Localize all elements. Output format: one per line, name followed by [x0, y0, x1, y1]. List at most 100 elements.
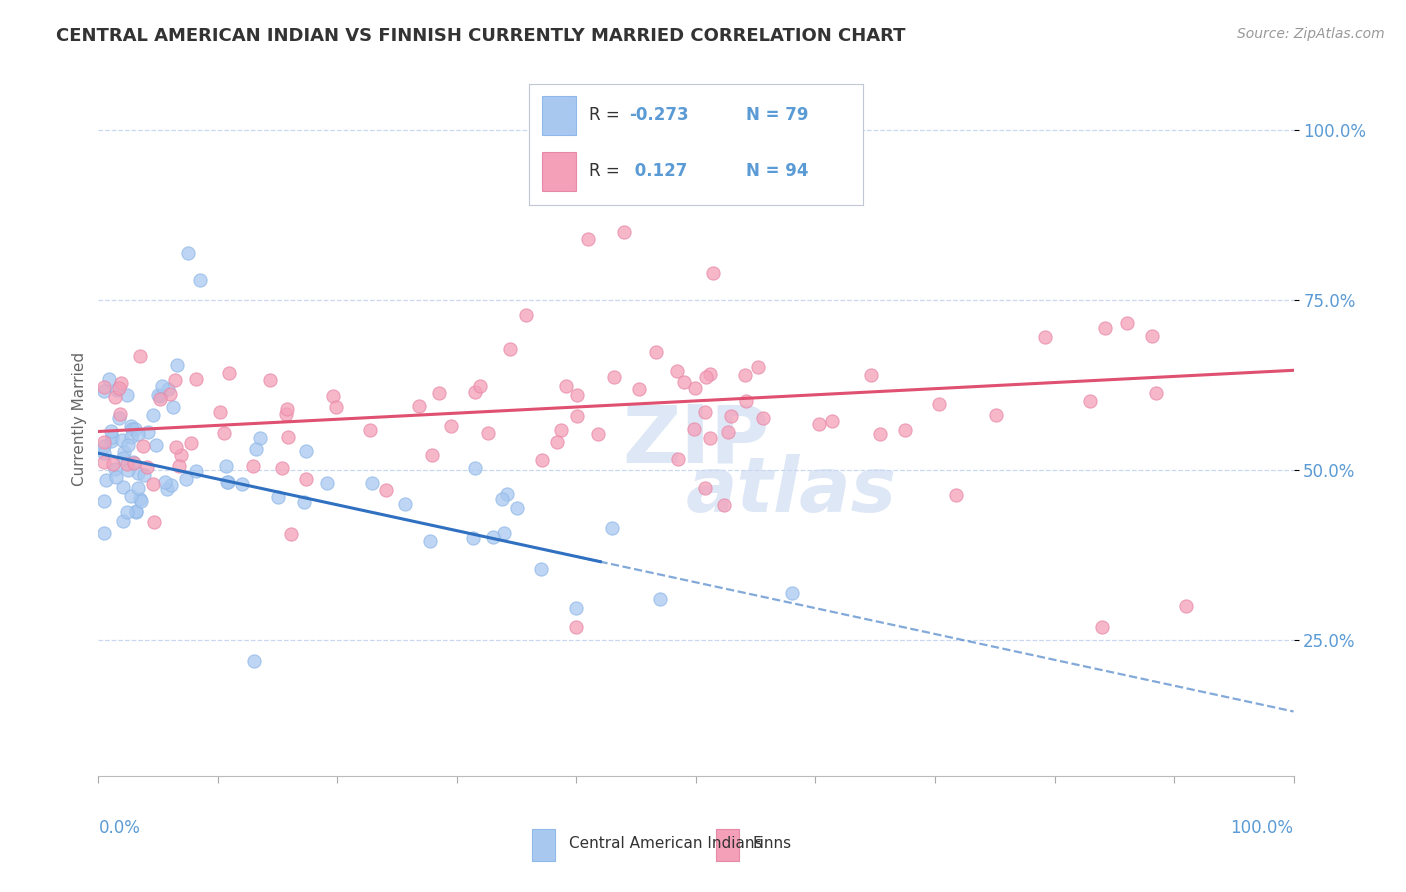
Point — [1144, 386, 1167, 401]
Point — [217, 475, 239, 489]
Point — [565, 600, 588, 615]
Point — [735, 393, 758, 408]
Point — [1033, 330, 1056, 344]
Point — [218, 366, 240, 380]
Point — [470, 378, 492, 392]
Point — [122, 455, 145, 469]
Point — [780, 585, 803, 599]
Point — [127, 481, 149, 495]
Point — [359, 423, 381, 437]
Point — [145, 438, 167, 452]
Point — [717, 425, 740, 439]
Point — [120, 418, 142, 433]
Point — [419, 534, 441, 549]
Point — [120, 489, 142, 503]
Point — [752, 411, 775, 425]
Point — [322, 389, 344, 403]
Point — [101, 430, 124, 444]
Point — [214, 425, 236, 440]
Point — [93, 525, 115, 540]
Point — [93, 434, 115, 449]
Point — [117, 463, 139, 477]
Text: CENTRAL AMERICAN INDIAN VS FINNISH CURRENTLY MARRIED CORRELATION CHART: CENTRAL AMERICAN INDIAN VS FINNISH CURRE… — [56, 27, 905, 45]
Point — [142, 476, 165, 491]
Point — [249, 432, 271, 446]
Point — [134, 468, 156, 483]
Point — [494, 525, 516, 540]
Point — [156, 482, 179, 496]
Point — [280, 527, 302, 541]
Point — [107, 411, 129, 425]
Point — [986, 408, 1008, 422]
Point — [808, 417, 831, 431]
Point — [125, 505, 148, 519]
Point — [531, 453, 554, 467]
Point — [166, 440, 188, 454]
Point — [259, 374, 281, 388]
Text: ZIP: ZIP — [623, 401, 769, 480]
Point — [148, 389, 170, 403]
Point — [136, 425, 159, 439]
Point — [267, 490, 290, 504]
Point — [394, 497, 416, 511]
Point — [464, 461, 486, 475]
Point — [427, 385, 450, 400]
Point — [93, 455, 115, 469]
Point — [136, 460, 159, 475]
Point — [166, 359, 188, 373]
Point — [945, 487, 967, 501]
Point — [1140, 328, 1163, 343]
Point — [277, 430, 299, 444]
Point — [105, 383, 128, 397]
Point — [243, 653, 266, 667]
Point — [271, 461, 294, 475]
Point — [292, 494, 315, 508]
Point — [603, 369, 626, 384]
Point — [112, 514, 135, 528]
Point — [477, 425, 499, 440]
Point — [586, 427, 609, 442]
Point — [101, 458, 124, 472]
Point — [143, 516, 166, 530]
Point — [121, 430, 143, 444]
Point — [132, 439, 155, 453]
Point — [325, 401, 347, 415]
Point — [149, 392, 172, 406]
Point — [1091, 619, 1114, 633]
Point — [180, 436, 202, 450]
Point — [184, 372, 207, 386]
Point — [481, 530, 505, 544]
Point — [666, 364, 689, 378]
Text: atlas: atlas — [686, 454, 897, 527]
Point — [152, 379, 174, 393]
Point — [648, 591, 672, 606]
Point — [93, 446, 115, 460]
Point — [734, 368, 756, 382]
Y-axis label: Currently Married: Currently Married — [72, 352, 87, 486]
Point — [124, 457, 146, 471]
Point — [683, 381, 706, 395]
Point — [231, 476, 253, 491]
Point — [127, 466, 149, 480]
Point — [464, 384, 486, 399]
Point — [117, 437, 139, 451]
Point — [491, 492, 513, 507]
Point — [860, 368, 883, 382]
Point — [93, 493, 115, 508]
Point — [108, 381, 131, 395]
Point — [666, 452, 689, 467]
Point — [127, 427, 149, 442]
Text: 0.0%: 0.0% — [98, 819, 141, 837]
Point — [174, 472, 197, 486]
Point — [565, 619, 588, 633]
Point — [100, 424, 122, 438]
Point — [1116, 316, 1139, 330]
Point — [408, 399, 430, 413]
Point — [602, 521, 624, 535]
Point — [682, 422, 704, 436]
Point — [129, 493, 152, 508]
Point — [295, 472, 318, 486]
Point — [208, 405, 231, 419]
Point — [565, 409, 588, 424]
Point — [159, 387, 181, 401]
